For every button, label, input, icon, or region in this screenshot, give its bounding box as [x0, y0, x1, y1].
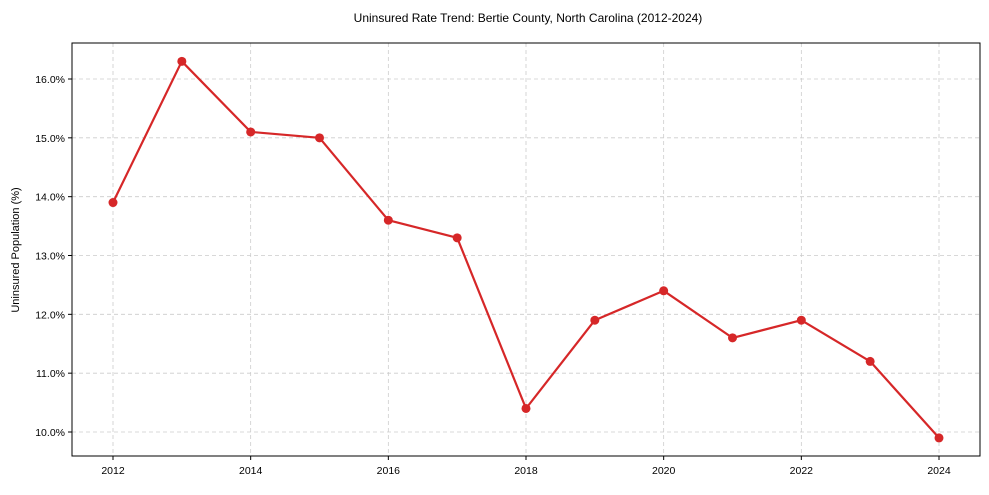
data-point-marker [590, 315, 600, 325]
x-tick-label: 2012 [101, 465, 125, 477]
y-tick-label: 16.0% [35, 74, 65, 86]
x-tick-label: 2020 [652, 465, 676, 477]
data-point-marker [246, 127, 256, 137]
data-point-marker [177, 56, 187, 66]
x-axis: 2012 2014 2016 2018 2020 2022 2024 [101, 456, 951, 477]
data-point-marker [315, 133, 324, 143]
y-tick-label: 15.0% [35, 133, 65, 145]
data-point-marker [383, 215, 393, 225]
y-tick-label: 12.0% [35, 309, 65, 321]
y-axis-label: Uninsured Population (%) [10, 187, 22, 312]
data-series [108, 56, 944, 443]
y-tick-label: 13.0% [35, 251, 65, 263]
y-tick-label: 10.0% [35, 427, 65, 439]
data-point-marker [452, 233, 462, 243]
data-point-marker [521, 403, 531, 413]
data-point-marker [865, 356, 875, 366]
y-axis: 10.0% 11.0% 12.0% 13.0% 14.0% 15.0% 16.0% [35, 74, 72, 439]
chart-title: Uninsured Rate Trend: Bertie County, Nor… [354, 11, 703, 25]
data-point-marker [108, 198, 118, 208]
x-tick-label: 2024 [927, 465, 951, 477]
x-tick-label: 2016 [377, 465, 401, 477]
data-point-marker [934, 433, 944, 443]
data-point-marker [728, 333, 737, 343]
x-tick-label: 2018 [514, 465, 538, 477]
data-point-marker [796, 315, 806, 325]
y-tick-label: 11.0% [36, 368, 65, 380]
y-tick-label: 14.0% [35, 192, 65, 204]
grid-lines [72, 43, 980, 456]
x-tick-label: 2014 [239, 465, 263, 477]
data-point-marker [659, 286, 669, 296]
x-tick-label: 2022 [790, 465, 814, 477]
